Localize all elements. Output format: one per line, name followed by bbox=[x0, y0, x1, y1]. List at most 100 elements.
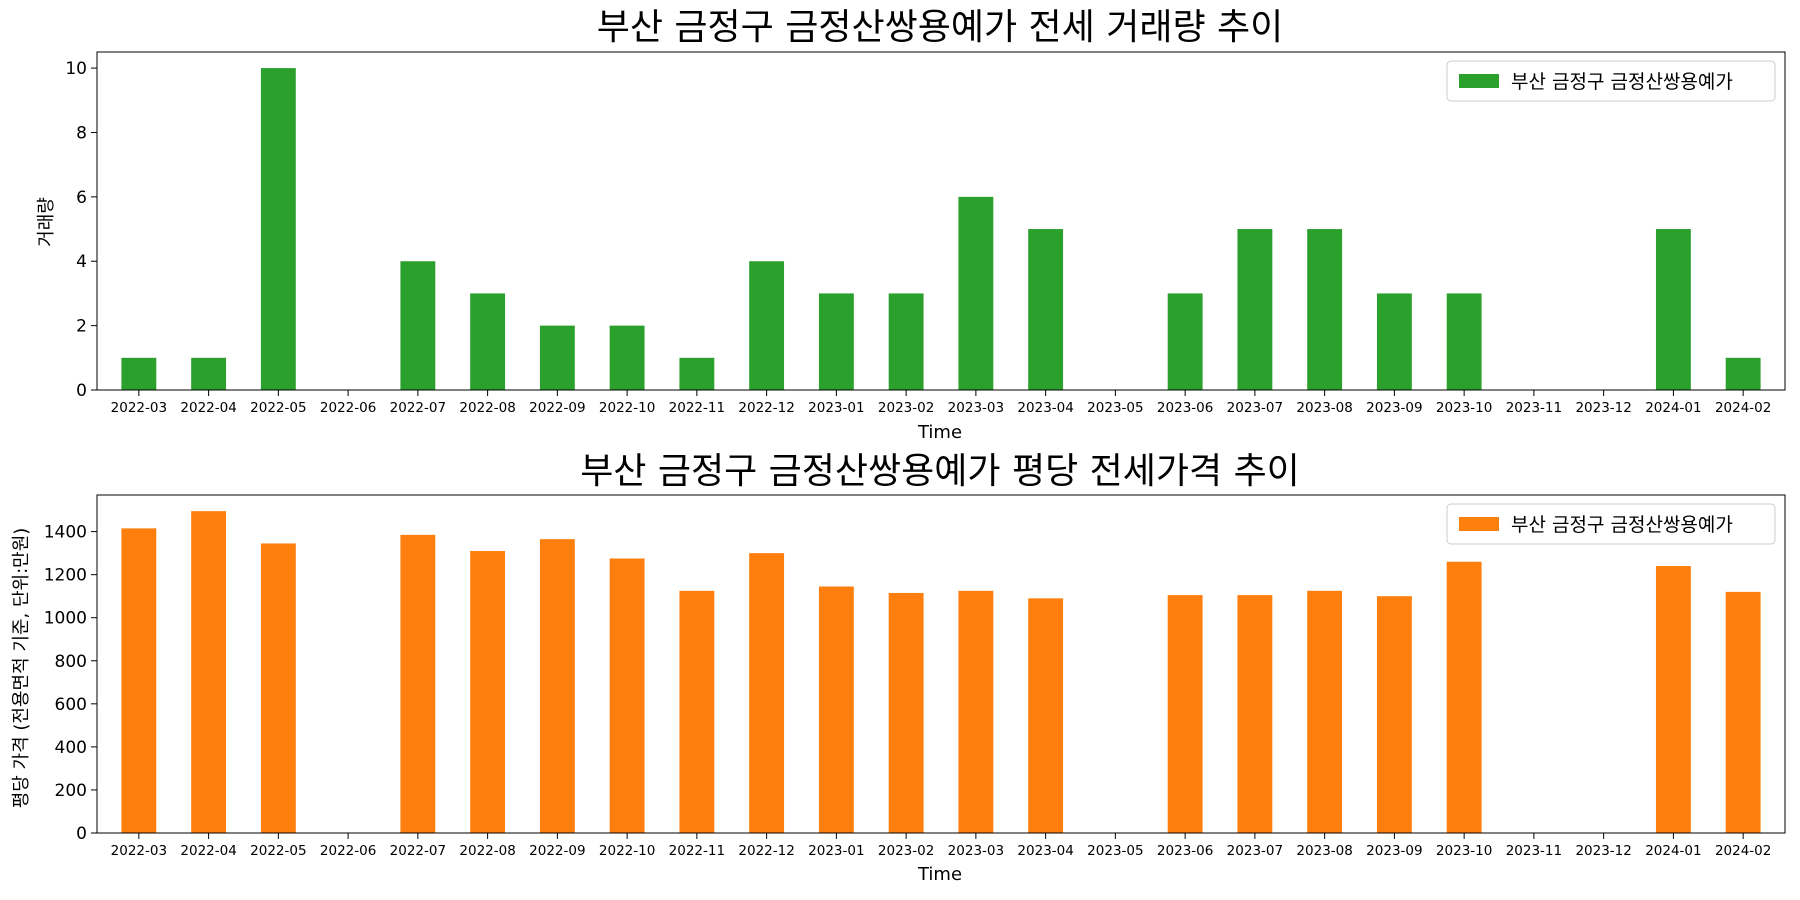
bar bbox=[1376, 293, 1412, 390]
x-tick-label: 2022-10 bbox=[599, 400, 655, 416]
legend-box bbox=[1446, 503, 1776, 545]
bar bbox=[1725, 591, 1761, 833]
bar bbox=[191, 511, 227, 833]
x-tick-label: 2023-09 bbox=[1366, 400, 1422, 416]
x-tick-label: 2023-10 bbox=[1436, 843, 1492, 859]
x-tick-label: 2023-01 bbox=[808, 843, 864, 859]
bar bbox=[609, 558, 645, 833]
x-axis-label: Time bbox=[917, 864, 962, 885]
y-tick-label: 1200 bbox=[44, 566, 87, 586]
bar bbox=[958, 196, 994, 390]
x-tick-label: 2023-08 bbox=[1296, 400, 1352, 416]
bar bbox=[1028, 229, 1064, 390]
y-tick-label: 8 bbox=[76, 123, 87, 143]
legend-label: 부산 금정구 금정산쌍용예가 bbox=[1511, 71, 1733, 93]
y-tick-label: 600 bbox=[55, 695, 87, 715]
x-tick-label: 2022-07 bbox=[390, 400, 446, 416]
x-tick-label: 2023-06 bbox=[1157, 400, 1213, 416]
legend-swatch bbox=[1459, 517, 1499, 531]
bar-series bbox=[121, 511, 1761, 833]
x-tick-label: 2023-11 bbox=[1506, 843, 1562, 859]
x-tick-label: 2023-08 bbox=[1296, 843, 1352, 859]
x-tick-label: 2023-07 bbox=[1227, 843, 1283, 859]
x-tick-label: 2024-01 bbox=[1645, 400, 1701, 416]
x-tick-label: 2023-01 bbox=[808, 400, 864, 416]
y-axis: 0 200 400 600 800 1000 1200 1400 bbox=[44, 523, 97, 844]
x-tick-label: 2024-01 bbox=[1645, 843, 1701, 859]
x-tick-label: 2023-03 bbox=[948, 400, 1004, 416]
x-tick-label: 2022-06 bbox=[320, 843, 376, 859]
x-tick-label: 2022-12 bbox=[738, 843, 794, 859]
x-tick-label: 2023-07 bbox=[1227, 400, 1283, 416]
y-tick-label: 1000 bbox=[44, 609, 87, 629]
bar bbox=[121, 357, 157, 390]
bar bbox=[191, 357, 227, 390]
bar bbox=[749, 553, 785, 833]
bar bbox=[1725, 357, 1761, 390]
x-tick-label: 2023-03 bbox=[948, 843, 1004, 859]
bar bbox=[1655, 566, 1691, 833]
bar-series bbox=[121, 68, 1761, 390]
y-tick-label: 200 bbox=[55, 781, 87, 801]
y-tick-label: 800 bbox=[55, 652, 87, 672]
bar bbox=[470, 293, 506, 390]
x-tick-label: 2023-06 bbox=[1157, 843, 1213, 859]
x-tick-label: 2022-08 bbox=[459, 400, 515, 416]
x-tick-label: 2023-02 bbox=[878, 400, 934, 416]
x-tick-label: 2023-09 bbox=[1366, 843, 1422, 859]
x-tick-label: 2023-12 bbox=[1575, 843, 1631, 859]
bar bbox=[1376, 596, 1412, 833]
bar bbox=[260, 68, 296, 390]
x-tick-label: 2022-11 bbox=[669, 843, 725, 859]
x-tick-label: 2022-06 bbox=[320, 400, 376, 416]
legend: 부산 금정구 금정산쌍용예가 bbox=[1446, 60, 1776, 102]
x-tick-label: 2023-04 bbox=[1017, 400, 1073, 416]
x-tick-label: 2023-12 bbox=[1575, 400, 1631, 416]
x-tick-label: 2024-02 bbox=[1715, 843, 1771, 859]
legend-swatch bbox=[1459, 74, 1499, 88]
price-chart: 부산 금정구 금정산쌍용예가 평당 전세가격 추이 Time 평당 가격 (전용… bbox=[11, 451, 1786, 885]
x-tick-label: 2023-10 bbox=[1436, 400, 1492, 416]
bar bbox=[1237, 595, 1273, 833]
bar bbox=[1167, 595, 1203, 833]
y-tick-label: 400 bbox=[55, 738, 87, 758]
y-axis-label: 거래량 bbox=[36, 197, 57, 247]
x-tick-label: 2023-05 bbox=[1087, 843, 1143, 859]
chart-title: 부산 금정구 금정산쌍용예가 평당 전세가격 추이 bbox=[580, 451, 1300, 492]
chart-title: 부산 금정구 금정산쌍용예가 전세 거래량 추이 bbox=[597, 7, 1284, 48]
bar bbox=[470, 550, 506, 833]
bar bbox=[400, 261, 436, 390]
x-tick-label: 2022-12 bbox=[738, 400, 794, 416]
bar bbox=[958, 590, 994, 833]
x-tick-label: 2023-02 bbox=[878, 843, 934, 859]
bar bbox=[1307, 229, 1343, 390]
bar bbox=[818, 293, 854, 390]
bar bbox=[749, 261, 785, 390]
bar bbox=[679, 357, 715, 390]
y-axis-label: 평당 가격 (전용면적 기준, 단위:만원) bbox=[11, 528, 32, 809]
bar bbox=[888, 592, 924, 833]
x-tick-label: 2022-08 bbox=[459, 843, 515, 859]
x-tick-label: 2022-10 bbox=[599, 843, 655, 859]
x-tick-label: 2022-09 bbox=[529, 843, 585, 859]
x-tick-label: 2022-07 bbox=[390, 843, 446, 859]
y-axis: 0 2 4 6 8 10 bbox=[65, 59, 97, 401]
bar bbox=[539, 325, 575, 390]
bar bbox=[260, 543, 296, 833]
bar bbox=[1446, 561, 1482, 833]
y-tick-label: 1400 bbox=[44, 523, 87, 543]
legend-box bbox=[1446, 60, 1776, 102]
x-tick-label: 2024-02 bbox=[1715, 400, 1771, 416]
y-tick-label: 4 bbox=[76, 252, 87, 272]
y-tick-label: 6 bbox=[76, 188, 87, 208]
bar bbox=[1655, 229, 1691, 390]
y-tick-label: 0 bbox=[76, 824, 87, 844]
y-tick-label: 10 bbox=[65, 59, 87, 79]
x-tick-label: 2022-03 bbox=[111, 843, 167, 859]
bar bbox=[1167, 293, 1203, 390]
bar bbox=[1237, 229, 1273, 390]
bar bbox=[1307, 590, 1343, 833]
x-axis: 2022-03 2022-04 2022-05 2022-06 2022-07 2022-… bbox=[111, 390, 1771, 416]
bar bbox=[121, 528, 157, 833]
